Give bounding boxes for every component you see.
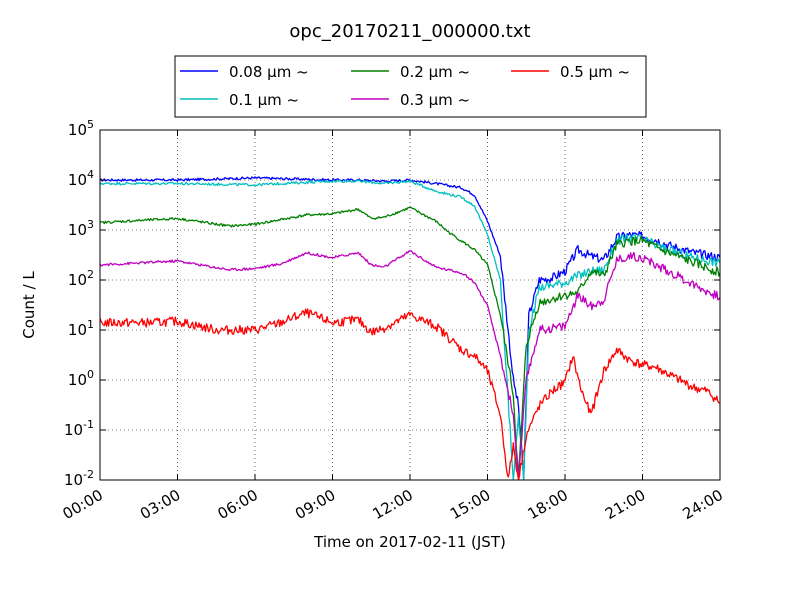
legend-box (174, 55, 647, 118)
y-tick-label: 105 (68, 118, 94, 139)
legend-label: 0.2 μm ~ (400, 63, 470, 81)
y-tick-label: 10-1 (64, 418, 94, 439)
series-line (99, 206, 721, 479)
legend-label: 0.3 μm ~ (400, 91, 470, 109)
y-axis-ticks: 10-2 10-1 100 101 102 103 104 105 (64, 118, 720, 489)
legend-label: 0.08 μm ~ (229, 63, 309, 81)
x-axis-label: Time on 2017-02-11 (JST) (313, 533, 506, 551)
y-tick-label: 102 (68, 268, 94, 289)
legend-label: 0.1 μm ~ (229, 91, 299, 109)
y-tick-label: 103 (68, 218, 94, 239)
legend-label: 0.5 μm ~ (560, 63, 630, 81)
y-tick-label: 101 (68, 318, 94, 339)
series-line (99, 250, 721, 477)
plot-lines (99, 176, 721, 481)
y-tick-label: 10-2 (64, 468, 94, 489)
y-tick-label: 100 (68, 368, 94, 389)
legend: 0.08 μm ~ 0.1 μm ~ 0.2 μm ~ 0.3 μm ~ 0.5 μm … (174, 55, 647, 118)
y-axis-label: Count / L (20, 271, 38, 339)
series-line (99, 308, 720, 481)
y-tick-label: 104 (68, 168, 94, 189)
chart-title: opc_20170211_000000.txt (289, 21, 530, 42)
